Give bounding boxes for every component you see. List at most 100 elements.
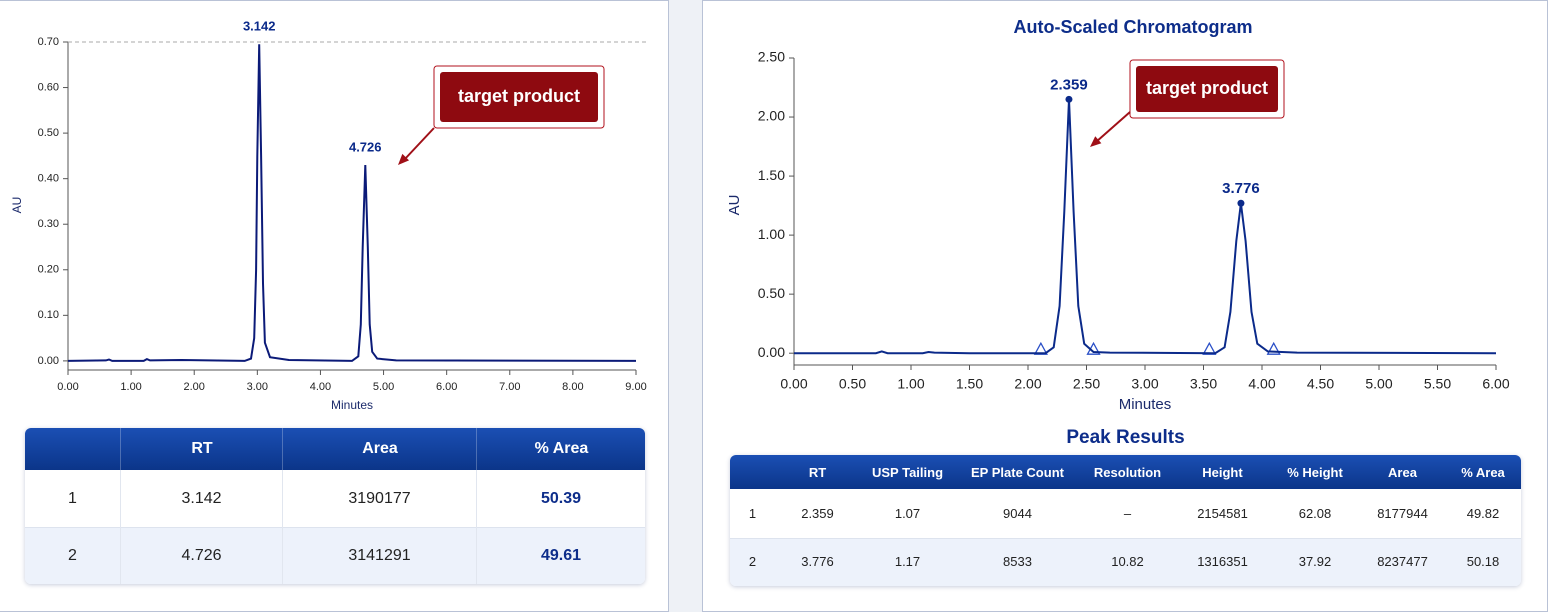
chromatogram-line bbox=[67, 44, 637, 362]
table-cell: 8533 bbox=[1003, 554, 1032, 570]
x-tick-label: 2.00 bbox=[1014, 376, 1041, 392]
x-tick-label: 6.00 bbox=[436, 381, 457, 393]
chart-title: Auto-Scaled Chromatogram bbox=[1013, 17, 1252, 37]
callout-box bbox=[1136, 66, 1278, 112]
x-tick-label: 1.50 bbox=[956, 376, 983, 392]
y-tick-label: 2.50 bbox=[758, 49, 785, 65]
x-tick-label: 3.00 bbox=[1131, 376, 1158, 392]
y-tick-label: 1.50 bbox=[758, 167, 785, 183]
table-cell: 3.142 bbox=[120, 470, 282, 527]
table-cell: 9044 bbox=[1003, 505, 1032, 521]
table-cell: 49.82 bbox=[1466, 505, 1500, 521]
table-row bbox=[730, 489, 1521, 538]
table-cell: 50.39 bbox=[476, 470, 645, 527]
peak-label: 3.776 bbox=[1222, 180, 1260, 197]
table-cell: 10.82 bbox=[1111, 554, 1144, 570]
table-row bbox=[730, 537, 1521, 586]
x-tick-label: 3.50 bbox=[1190, 376, 1217, 392]
callout-arrowhead bbox=[398, 153, 410, 165]
callout-arrow bbox=[1095, 111, 1131, 143]
table-cell: 8177944 bbox=[1377, 505, 1428, 521]
column-header: RT bbox=[808, 464, 827, 480]
column-header: RT bbox=[120, 428, 283, 470]
x-tick-label: 2.00 bbox=[184, 381, 205, 393]
column-header: Height bbox=[1202, 464, 1243, 480]
y-tick-label: 0.30 bbox=[38, 218, 59, 230]
column-header: % Area bbox=[476, 428, 645, 470]
table-cell: – bbox=[1123, 505, 1132, 521]
table-cell: 2154581 bbox=[1197, 505, 1248, 521]
table-cell: 1 bbox=[748, 505, 757, 521]
callout-text: target product bbox=[458, 86, 580, 106]
table-cell: 2 bbox=[748, 554, 757, 570]
y-axis-label: AU bbox=[10, 197, 24, 214]
callout-text: target product bbox=[1146, 78, 1268, 98]
column-header: Resolution bbox=[1093, 464, 1162, 480]
table: RT USP Tailing EP Plate Count Resolution Hei… bbox=[730, 455, 1521, 586]
y-tick-label: 0.60 bbox=[38, 81, 59, 93]
callout-box bbox=[440, 72, 598, 122]
peak-marker bbox=[1065, 95, 1073, 103]
peak-label: 3.142 bbox=[243, 19, 276, 34]
table-cell: 1.07 bbox=[894, 505, 921, 521]
x-axis-label: Minutes bbox=[1119, 396, 1172, 413]
x-tick-label: 4.00 bbox=[310, 381, 331, 393]
column-header: USP Tailing bbox=[871, 464, 944, 480]
y-tick-label: 1.00 bbox=[758, 226, 785, 242]
x-tick-label: 1.00 bbox=[897, 376, 924, 392]
x-tick-label: 3.00 bbox=[247, 381, 268, 393]
y-axis-label: AU bbox=[726, 195, 743, 216]
callout-arrow bbox=[403, 127, 435, 161]
peak-label: 4.726 bbox=[349, 139, 382, 154]
table-cell: 50.18 bbox=[1466, 554, 1500, 570]
x-tick-label: 0.00 bbox=[780, 376, 807, 392]
y-tick-label: 0.10 bbox=[38, 309, 59, 321]
y-tick-label: 0.00 bbox=[758, 344, 785, 360]
y-tick-label: 0.50 bbox=[38, 127, 59, 139]
table-cell: 2.359 bbox=[801, 505, 834, 521]
x-axis-label: Minutes bbox=[331, 398, 373, 412]
x-tick-label: 9.00 bbox=[625, 381, 646, 393]
table-title: Peak Results bbox=[1066, 427, 1185, 448]
peak-label: 2.359 bbox=[1050, 76, 1088, 93]
table-row bbox=[25, 470, 645, 527]
table-cell: 2 bbox=[68, 546, 77, 564]
column-header: EP Plate Count bbox=[971, 464, 1064, 480]
table-cell: 3.776 bbox=[801, 554, 834, 570]
table-cell: 1 bbox=[68, 489, 77, 507]
table-cell: 4.726 bbox=[120, 527, 282, 584]
table-cell: 3141291 bbox=[282, 527, 476, 584]
table-header bbox=[25, 428, 645, 470]
y-tick-label: 2.00 bbox=[758, 108, 785, 124]
column-header: Area bbox=[282, 428, 477, 470]
table-cell: 8237477 bbox=[1377, 554, 1428, 570]
y-tick-label: 0.20 bbox=[38, 264, 59, 276]
table-row bbox=[25, 527, 645, 584]
integration-mark bbox=[1202, 341, 1217, 355]
table-cell: 3190177 bbox=[282, 470, 476, 527]
x-tick-label: 0.50 bbox=[839, 376, 866, 392]
table-cell: 1316351 bbox=[1197, 554, 1248, 570]
x-tick-label: 5.00 bbox=[1365, 376, 1392, 392]
column-header: % Area bbox=[1461, 464, 1505, 480]
x-tick-label: 4.00 bbox=[1248, 376, 1275, 392]
x-tick-label: 0.00 bbox=[57, 381, 78, 393]
x-tick-label: 6.00 bbox=[1482, 376, 1509, 392]
y-tick-label: 0.00 bbox=[38, 355, 59, 367]
x-tick-label: 1.00 bbox=[120, 381, 141, 393]
callout-arrowhead bbox=[1090, 136, 1102, 147]
y-tick-label: 0.50 bbox=[758, 285, 785, 301]
peak-marker bbox=[1237, 199, 1245, 207]
table-cell: 62.08 bbox=[1298, 505, 1332, 521]
table-cell: 37.92 bbox=[1298, 554, 1332, 570]
x-tick-label: 2.50 bbox=[1073, 376, 1100, 392]
x-tick-label: 4.50 bbox=[1307, 376, 1334, 392]
column-header: % Height bbox=[1287, 464, 1343, 480]
chromatogram-line bbox=[794, 99, 1497, 355]
table-cell: 49.61 bbox=[476, 527, 645, 584]
x-tick-label: 7.00 bbox=[499, 381, 520, 393]
table: RT Area% Area 1 3.142 3190177 50.39 2 4.726 3141… bbox=[25, 428, 645, 584]
y-tick-label: 0.40 bbox=[38, 173, 59, 185]
y-tick-label: 0.70 bbox=[38, 36, 59, 48]
